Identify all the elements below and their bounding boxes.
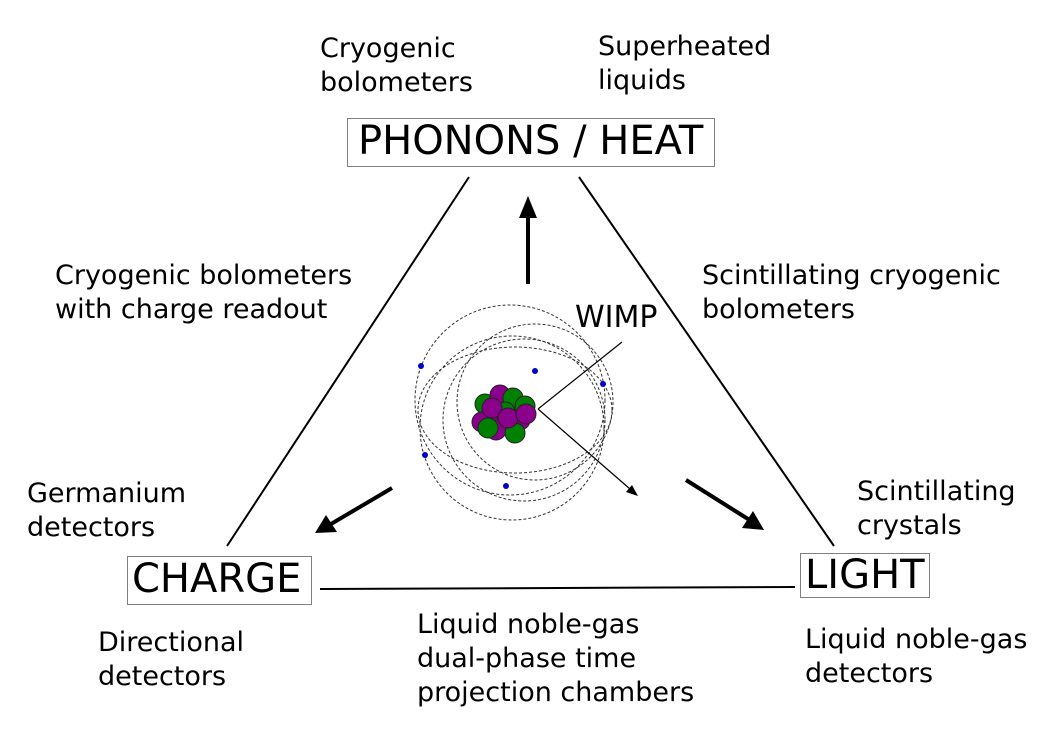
vertex-phonons-heat-label: PHONONS / HEAT	[358, 118, 704, 164]
triangle-side-left	[226, 176, 470, 547]
wimp-label: WIMP	[575, 300, 658, 335]
triangle-side-bottom	[319, 586, 796, 590]
label-liquid-noble-gas-tpc: Liquid noble-gas dual-phase time project…	[417, 609, 695, 708]
nucleus	[471, 384, 537, 444]
vertex-phonons-heat: PHONONS / HEAT	[347, 118, 715, 167]
electrons	[418, 363, 606, 489]
vertex-light: LIGHT	[800, 553, 930, 598]
arrow-down-right-light	[684, 478, 764, 530]
atom-orbits	[414, 304, 614, 521]
label-germanium-detectors: Germanium detectors	[27, 478, 187, 543]
wimp-incoming-line	[537, 341, 623, 410]
vertex-light-label: LIGHT	[805, 552, 925, 598]
label-directional-detectors: Directional detectors	[98, 627, 245, 692]
label-bolometers-charge-readout: Cryogenic bolometers with charge readout	[55, 260, 353, 325]
arrow-down-left-charge	[315, 486, 394, 533]
arrow-up-phonons	[519, 196, 537, 284]
label-cryogenic-bolometers: Cryogenic bolometers	[320, 33, 473, 98]
label-liquid-noble-gas-detectors: Liquid noble-gas detectors	[805, 624, 1028, 689]
label-scintillating-cryogenic-bolometers: Scintillating cryogenic bolometers	[702, 260, 1001, 325]
triangle-side-right	[578, 176, 835, 547]
vertex-charge: CHARGE	[127, 556, 312, 605]
vertex-charge-label: CHARGE	[132, 556, 302, 602]
label-scintillating-crystals: Scintillating crystals	[857, 476, 1016, 541]
wimp-scatter-arrow	[537, 408, 638, 496]
label-superheated-liquids: Superheated liquids	[598, 31, 772, 96]
